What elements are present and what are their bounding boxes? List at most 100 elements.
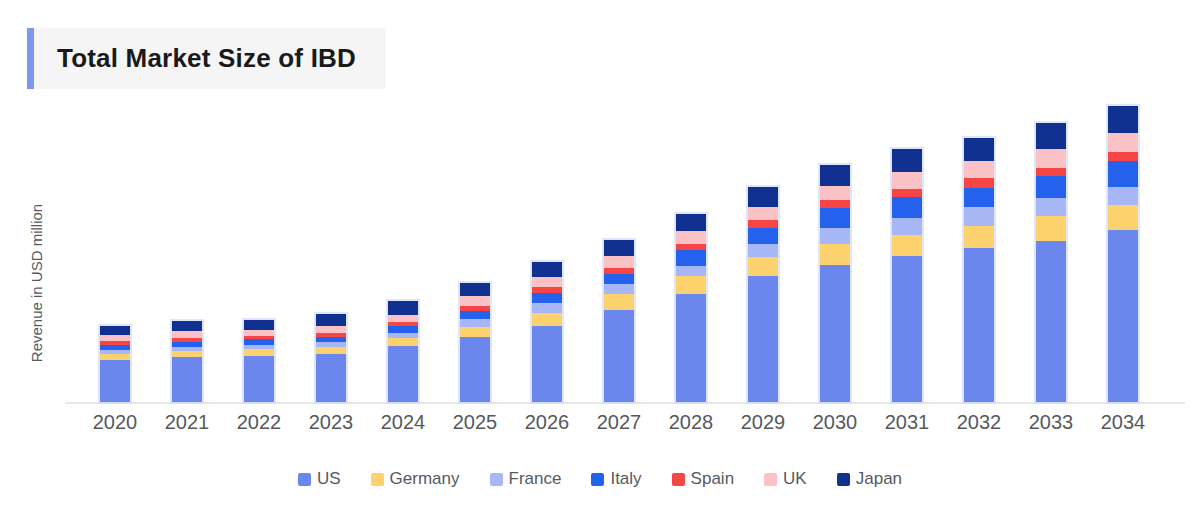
bar-segment-japan-2026[interactable]: [532, 262, 562, 277]
bar-segment-france-2025[interactable]: [460, 319, 490, 327]
legend-item-germany[interactable]: Germany: [371, 469, 460, 489]
bar-segment-uk-2030[interactable]: [820, 186, 850, 201]
bar-segment-us-2034[interactable]: [1108, 230, 1138, 402]
bar-segment-us-2020[interactable]: [100, 360, 130, 402]
bar-2021[interactable]: [172, 321, 202, 402]
bar-segment-japan-2027[interactable]: [604, 240, 634, 256]
bar-segment-us-2025[interactable]: [460, 337, 490, 402]
bar-segment-italy-2034[interactable]: [1108, 161, 1138, 188]
bar-segment-us-2030[interactable]: [820, 265, 850, 402]
bar-segment-france-2030[interactable]: [820, 228, 850, 244]
bar-segment-us-2032[interactable]: [964, 248, 994, 403]
bar-2031[interactable]: [892, 149, 922, 402]
bar-segment-uk-2026[interactable]: [532, 277, 562, 288]
bar-segment-france-2027[interactable]: [604, 284, 634, 294]
bar-2032[interactable]: [964, 138, 994, 402]
bar-segment-uk-2034[interactable]: [1108, 133, 1138, 152]
bar-segment-italy-2028[interactable]: [676, 250, 706, 266]
legend-item-spain[interactable]: Spain: [672, 469, 734, 489]
bar-segment-spain-2029[interactable]: [748, 220, 778, 228]
bar-segment-spain-2032[interactable]: [964, 178, 994, 188]
bar-2026[interactable]: [532, 262, 562, 402]
bar-segment-uk-2027[interactable]: [604, 256, 634, 268]
bar-segment-japan-2029[interactable]: [748, 187, 778, 207]
bar-segment-us-2022[interactable]: [244, 356, 274, 402]
legend-item-france[interactable]: France: [490, 469, 562, 489]
bar-segment-italy-2025[interactable]: [460, 311, 490, 320]
bar-segment-germany-2022[interactable]: [244, 349, 274, 356]
bar-segment-italy-2027[interactable]: [604, 274, 634, 285]
bar-segment-japan-2025[interactable]: [460, 283, 490, 297]
bar-segment-uk-2032[interactable]: [964, 161, 994, 178]
bar-segment-spain-2034[interactable]: [1108, 152, 1138, 161]
bar-segment-italy-2033[interactable]: [1036, 176, 1066, 199]
bar-segment-us-2029[interactable]: [748, 276, 778, 402]
bar-segment-france-2033[interactable]: [1036, 198, 1066, 216]
bar-segment-germany-2033[interactable]: [1036, 216, 1066, 242]
bar-segment-uk-2025[interactable]: [460, 296, 490, 306]
bar-segment-japan-2032[interactable]: [964, 138, 994, 161]
bar-2027[interactable]: [604, 240, 634, 403]
bar-segment-france-2032[interactable]: [964, 207, 994, 226]
bar-2022[interactable]: [244, 320, 274, 403]
bar-segment-us-2033[interactable]: [1036, 241, 1066, 402]
bar-segment-us-2028[interactable]: [676, 294, 706, 402]
bar-segment-spain-2031[interactable]: [892, 189, 922, 197]
bar-segment-germany-2030[interactable]: [820, 244, 850, 266]
bar-segment-germany-2034[interactable]: [1108, 205, 1138, 230]
bar-segment-italy-2029[interactable]: [748, 228, 778, 245]
bar-segment-germany-2023[interactable]: [316, 347, 346, 355]
bar-2024[interactable]: [388, 301, 418, 403]
bar-segment-france-2029[interactable]: [748, 244, 778, 257]
legend-item-japan[interactable]: Japan: [837, 469, 902, 489]
bar-segment-germany-2029[interactable]: [748, 257, 778, 277]
bar-segment-us-2031[interactable]: [892, 256, 922, 402]
bar-segment-us-2026[interactable]: [532, 326, 562, 402]
bar-segment-france-2034[interactable]: [1108, 187, 1138, 205]
legend-item-italy[interactable]: Italy: [591, 469, 641, 489]
bar-segment-japan-2022[interactable]: [244, 320, 274, 331]
bar-segment-france-2028[interactable]: [676, 266, 706, 277]
legend-item-us[interactable]: US: [298, 469, 341, 489]
bar-segment-germany-2025[interactable]: [460, 327, 490, 338]
bar-segment-germany-2026[interactable]: [532, 313, 562, 327]
bar-segment-japan-2023[interactable]: [316, 314, 346, 326]
bar-segment-us-2021[interactable]: [172, 357, 202, 402]
bar-segment-us-2024[interactable]: [388, 346, 418, 402]
bar-2023[interactable]: [316, 314, 346, 402]
bar-segment-germany-2027[interactable]: [604, 294, 634, 310]
bar-2030[interactable]: [820, 165, 850, 403]
bar-segment-germany-2028[interactable]: [676, 276, 706, 294]
bar-segment-uk-2024[interactable]: [388, 315, 418, 323]
bar-2029[interactable]: [748, 187, 778, 403]
bar-segment-japan-2033[interactable]: [1036, 123, 1066, 149]
bar-segment-japan-2030[interactable]: [820, 165, 850, 186]
bar-segment-uk-2033[interactable]: [1036, 149, 1066, 168]
bar-2033[interactable]: [1036, 123, 1066, 402]
bar-segment-france-2026[interactable]: [532, 303, 562, 313]
bar-2034[interactable]: [1108, 106, 1138, 403]
bar-segment-italy-2030[interactable]: [820, 208, 850, 228]
bar-segment-italy-2032[interactable]: [964, 188, 994, 207]
bar-segment-japan-2028[interactable]: [676, 214, 706, 231]
bar-segment-us-2027[interactable]: [604, 310, 634, 402]
bar-segment-japan-2024[interactable]: [388, 301, 418, 315]
bar-segment-japan-2034[interactable]: [1108, 106, 1138, 134]
bar-segment-uk-2031[interactable]: [892, 172, 922, 190]
legend-item-uk[interactable]: UK: [764, 469, 807, 489]
bar-segment-italy-2031[interactable]: [892, 197, 922, 218]
bar-segment-italy-2026[interactable]: [532, 293, 562, 303]
bar-segment-germany-2024[interactable]: [388, 338, 418, 346]
bar-segment-japan-2020[interactable]: [100, 326, 130, 335]
bar-segment-us-2023[interactable]: [316, 354, 346, 402]
bar-2028[interactable]: [676, 214, 706, 402]
bar-segment-uk-2028[interactable]: [676, 231, 706, 245]
bar-segment-germany-2031[interactable]: [892, 235, 922, 256]
bar-2020[interactable]: [100, 326, 130, 402]
bar-segment-germany-2032[interactable]: [964, 226, 994, 248]
bar-segment-spain-2033[interactable]: [1036, 168, 1066, 176]
bar-segment-france-2031[interactable]: [892, 218, 922, 236]
bar-segment-uk-2029[interactable]: [748, 207, 778, 221]
bar-segment-japan-2021[interactable]: [172, 321, 202, 331]
bar-segment-spain-2030[interactable]: [820, 200, 850, 208]
